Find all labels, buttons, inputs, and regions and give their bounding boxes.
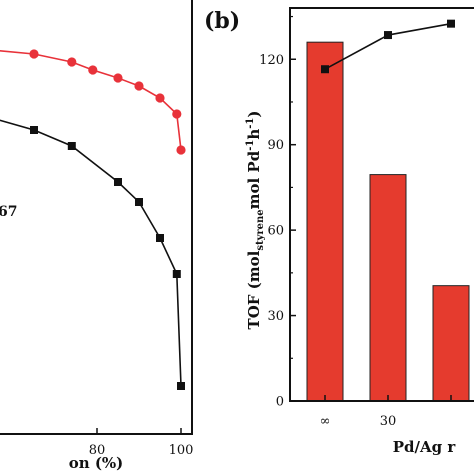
panel-b-y-ticks: 0 30 60 90 120 — [259, 15, 296, 410]
panel-b-x-tick-label: ∞ — [320, 414, 331, 429]
panel-b-x-axis-label: Pd/Ag r — [393, 438, 457, 456]
panel-a-series-0-point-7 — [155, 93, 165, 103]
panel-b-y-tick-label: 30 — [267, 309, 284, 324]
panel-a-series-1-point-5 — [135, 198, 143, 206]
panel-a-series-1-point-3 — [67, 142, 76, 150]
panel-a-series-0-point-9 — [176, 145, 186, 155]
panel-b-plot-frame — [289, 7, 474, 402]
panel-a-x-tick-label: 100 — [169, 443, 194, 458]
panel-a-x-tick-label: 80 — [89, 443, 106, 458]
panel-b-x-tick-label: 30 — [380, 414, 397, 429]
panel-a-annotation: 67 — [0, 204, 17, 220]
panel-b-y-tick-label: 60 — [267, 224, 284, 239]
panel-b-label: (b) — [204, 8, 240, 34]
panel-b-line — [324, 22, 452, 70]
panel-a-x-ticks: 80 100 — [89, 428, 194, 458]
panel-b-y-tick-label: 0 — [276, 395, 284, 410]
y-label-sup1: -1 — [245, 140, 256, 151]
panel-a-series-0-point-6 — [134, 81, 144, 91]
y-label-sub1: styrene — [255, 209, 266, 250]
panel-b-bar-1 — [369, 174, 407, 402]
panel-a-series-line-1 — [0, 119, 182, 387]
y-label-mid2: h — [245, 129, 263, 140]
panel-b-line-point-0 — [321, 65, 329, 74]
panel-a-series-1-point-2 — [30, 126, 38, 134]
panel-a-series-1-point-7 — [172, 270, 181, 278]
panel-b: (b) 0 30 60 90 120 ∞ 30 TOF (molstyrenemol Pd… — [204, 7, 474, 456]
y-label-sup2: -1 — [245, 118, 256, 129]
panel-b-bars — [306, 41, 470, 402]
panel-a-series-0-point-4 — [88, 65, 98, 75]
panel-a-series-0-point-2 — [29, 49, 39, 59]
panel-a-series-1-point-6 — [156, 234, 164, 242]
panel-a: 80 100 67 on (%) — [0, 0, 193, 472]
panel-a-series-line-0 — [0, 49, 182, 151]
panel-a-series-0-point-5 — [113, 73, 123, 83]
panel-b-bar-0 — [306, 41, 344, 402]
panel-a-series-0-point-3 — [67, 57, 77, 67]
y-label-main: TOF (mol — [245, 250, 263, 329]
y-label-end: ) — [245, 111, 263, 118]
panel-a-x-axis-label: on (%) — [69, 454, 124, 472]
y-label-mid: mol Pd — [245, 150, 263, 209]
panel-b-y-tick-label: 120 — [259, 53, 284, 68]
panel-a-plot-frame — [0, 0, 193, 435]
panel-a-series-1-point-4 — [114, 178, 122, 186]
panel-b-x-ticks: ∞ 30 — [320, 395, 452, 429]
panel-b-y-axis-label: TOF (molstyrenemol Pd-1h-1) — [245, 111, 266, 330]
panel-a-series-1-point-8 — [177, 382, 185, 390]
panel-a-series-0-point-8 — [172, 109, 182, 119]
panel-a-series — [0, 49, 186, 390]
panel-b-line-point-2 — [447, 19, 455, 28]
panel-b-bar-2 — [432, 285, 470, 402]
panel-b-y-tick-label: 90 — [267, 138, 284, 153]
panel-b-line-series — [321, 19, 455, 74]
panel-b-line-point-1 — [384, 31, 392, 40]
